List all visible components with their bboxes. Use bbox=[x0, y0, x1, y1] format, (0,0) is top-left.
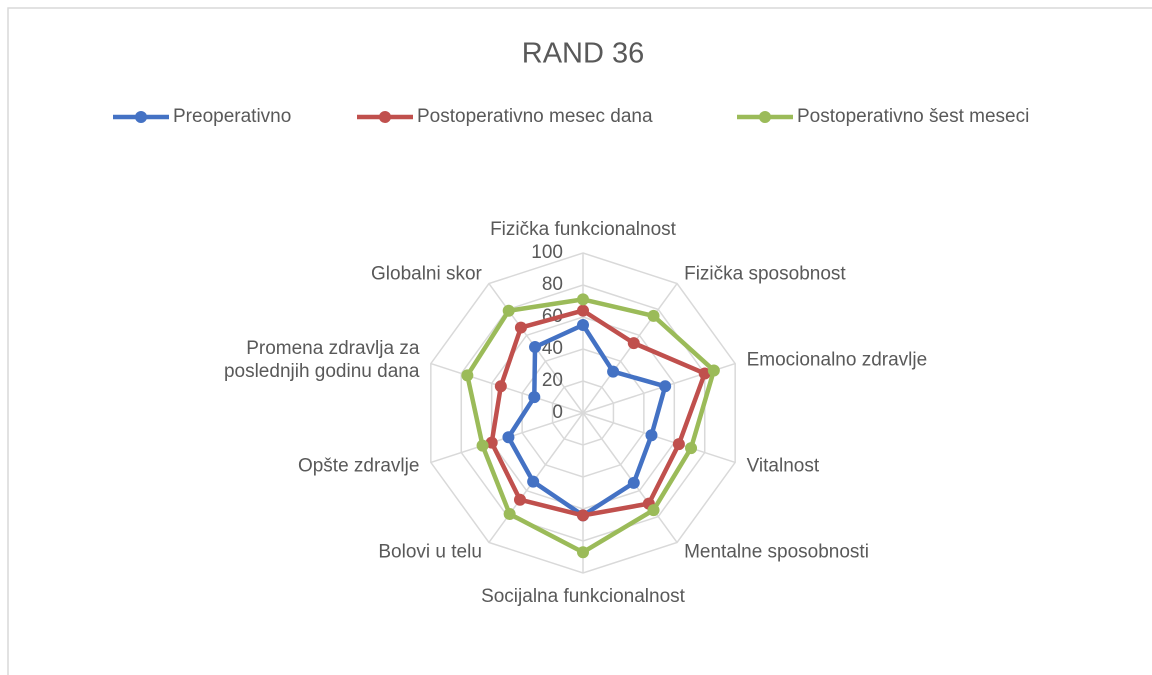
spoke bbox=[582, 412, 678, 543]
category-label: Socijalna funkcionalnost bbox=[481, 586, 685, 607]
data-point bbox=[527, 475, 540, 488]
data-point bbox=[577, 546, 589, 559]
data-point bbox=[577, 304, 589, 317]
category-label: Fizička funkcionalnost bbox=[490, 219, 676, 240]
data-point bbox=[529, 340, 542, 353]
data-point bbox=[698, 367, 711, 380]
data-point bbox=[659, 380, 672, 393]
data-point bbox=[502, 304, 515, 317]
r-tick-label: 0 bbox=[552, 402, 563, 423]
data-point bbox=[577, 319, 589, 331]
data-point bbox=[707, 364, 720, 377]
data-point bbox=[577, 293, 589, 306]
chart-title: RAND 36 bbox=[522, 38, 645, 70]
legend-marker bbox=[379, 111, 391, 123]
data-point bbox=[461, 369, 474, 382]
category-label: Bolovi u telu bbox=[378, 541, 482, 563]
category-label: Vitalnost bbox=[746, 455, 820, 477]
data-point bbox=[494, 380, 507, 393]
r-tick-label: 80 bbox=[542, 274, 563, 295]
r-tick-label: 20 bbox=[542, 370, 563, 391]
legend-marker bbox=[759, 111, 771, 123]
category-label: Mentalne sposobnosti bbox=[684, 541, 869, 563]
data-point bbox=[485, 436, 498, 449]
data-point bbox=[607, 365, 620, 378]
data-point bbox=[627, 476, 640, 489]
data-point bbox=[502, 431, 515, 444]
category-label: Emocionalno zdravlje bbox=[746, 349, 928, 371]
data-point bbox=[685, 442, 698, 455]
data-point bbox=[627, 337, 640, 350]
data-point bbox=[514, 321, 527, 334]
data-point bbox=[503, 507, 516, 520]
legend-label: Preoperativno bbox=[173, 106, 291, 127]
category-label: Promena zdravlja za poslednjih godinu da… bbox=[223, 337, 420, 382]
legend-marker bbox=[135, 111, 147, 123]
data-point bbox=[672, 438, 685, 451]
spoke bbox=[582, 412, 736, 464]
data-point bbox=[513, 493, 526, 506]
data-point bbox=[647, 504, 660, 517]
data-point bbox=[528, 391, 541, 404]
category-label: Opšte zdravlje bbox=[297, 455, 420, 477]
data-point bbox=[476, 439, 489, 452]
legend-label: Postoperativno mesec dana bbox=[417, 106, 653, 127]
spoke bbox=[430, 362, 584, 414]
spoke bbox=[582, 283, 678, 414]
r-tick-label: 100 bbox=[531, 242, 563, 263]
data-point bbox=[577, 509, 589, 522]
data-point bbox=[645, 429, 658, 442]
category-label: Fizička sposobnost bbox=[684, 263, 846, 285]
data-point bbox=[647, 309, 660, 322]
chart-border bbox=[7, 7, 1152, 675]
category-label: Globalni skor bbox=[371, 263, 482, 285]
legend-label: Postoperativno šest meseci bbox=[797, 106, 1029, 127]
